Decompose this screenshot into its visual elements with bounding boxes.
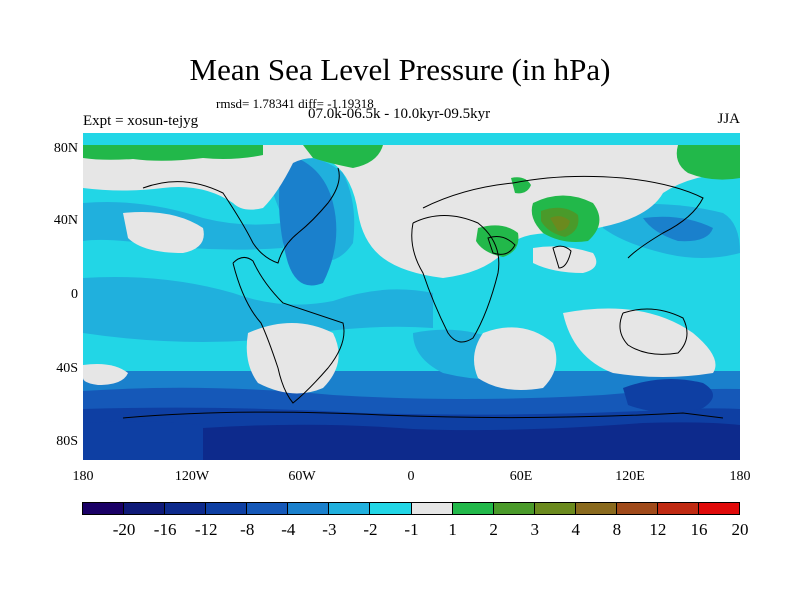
x-tick-180e: 180	[729, 469, 751, 484]
arabia-green	[476, 225, 519, 257]
pressure-map	[83, 133, 740, 460]
y-tick-40n: 40N	[53, 213, 78, 228]
arabian-grey	[533, 246, 597, 273]
colorbar	[82, 502, 740, 515]
central-asia-green	[511, 177, 531, 194]
south-indian-low	[623, 379, 713, 413]
south-atlantic-grey	[474, 327, 557, 391]
season-label: JJA	[717, 111, 740, 127]
colorbar-label: -4	[281, 520, 296, 539]
southern-band-12	[203, 422, 740, 460]
experiment-label: Expt = xosun-tejyg	[83, 113, 199, 129]
y-tick-40s: 40S	[56, 361, 78, 376]
colorbar-label: 8	[612, 520, 622, 539]
colorbar-label: 4	[571, 520, 581, 539]
colorbar-swatch	[574, 502, 617, 515]
coastlines	[122, 167, 724, 419]
south-america-grey	[246, 323, 339, 394]
colorbar-label: -3	[322, 520, 337, 539]
colorbar-swatch	[615, 502, 658, 515]
x-tick-120e: 120E	[615, 469, 645, 484]
y-tick-0: 0	[71, 287, 78, 302]
colorbar-swatch	[492, 502, 535, 515]
colorbar-swatch	[246, 502, 289, 515]
colorbar-label: -20	[112, 520, 136, 539]
x-tick-0: 0	[407, 469, 415, 484]
colorbar-swatch	[287, 502, 330, 515]
north-pacific-grey	[123, 212, 204, 253]
east-siberia-green	[676, 145, 740, 180]
colorbar-label: -1	[404, 520, 419, 539]
australia-grey	[563, 308, 716, 377]
colorbar-swatch	[533, 502, 576, 515]
colorbar-swatch	[656, 502, 699, 515]
colorbar-swatch	[205, 502, 248, 515]
northern-land-grey	[83, 145, 740, 278]
colorbar-swatch	[410, 502, 453, 515]
x-tick-120w: 120W	[174, 469, 210, 484]
y-tick-80n: 80N	[53, 141, 78, 156]
colorbar-swatch	[328, 502, 371, 515]
y-tick-80s: 80S	[56, 434, 78, 449]
colorbar-label: -8	[240, 520, 255, 539]
x-tick-60e: 60E	[509, 469, 533, 484]
colorbar-label: 3	[530, 520, 539, 539]
colorbar-swatch	[123, 502, 166, 515]
colorbar-label: 20	[731, 520, 749, 539]
period-label: 07.0k-06.5k - 10.0kyr-09.5kyr	[308, 106, 491, 122]
colorbar-swatch	[369, 502, 412, 515]
colorbar-label: 2	[489, 520, 498, 539]
west-pacific-core	[643, 216, 713, 242]
colorbar-label: 16	[690, 520, 708, 539]
tropical-band-pacific	[83, 277, 433, 342]
colorbar-label: 12	[649, 520, 667, 539]
greenland-green	[303, 145, 383, 168]
x-tick-60w: 60W	[288, 469, 316, 484]
tibet-core	[550, 216, 570, 231]
colorbar-label: -2	[363, 520, 378, 539]
colorbar-swatch	[697, 502, 740, 515]
map-title: Mean Sea Level Pressure (in hPa)	[189, 52, 611, 87]
colorbar-label: -12	[194, 520, 218, 539]
colorbar-swatch	[451, 502, 494, 515]
colorbar-label: 1	[448, 520, 457, 539]
colorbar-label: -16	[153, 520, 177, 539]
x-tick-180w: 180	[72, 469, 94, 484]
arctic-green	[83, 145, 263, 161]
colorbar-swatch	[82, 502, 125, 515]
atlantic-trough	[279, 153, 337, 286]
colorbar-swatch	[164, 502, 207, 515]
southern-band-pacific	[83, 421, 203, 460]
rmsd-diff-stats: rmsd= 1.78341 diff= -1.19318	[216, 96, 374, 111]
south-pacific-grey	[83, 364, 128, 385]
